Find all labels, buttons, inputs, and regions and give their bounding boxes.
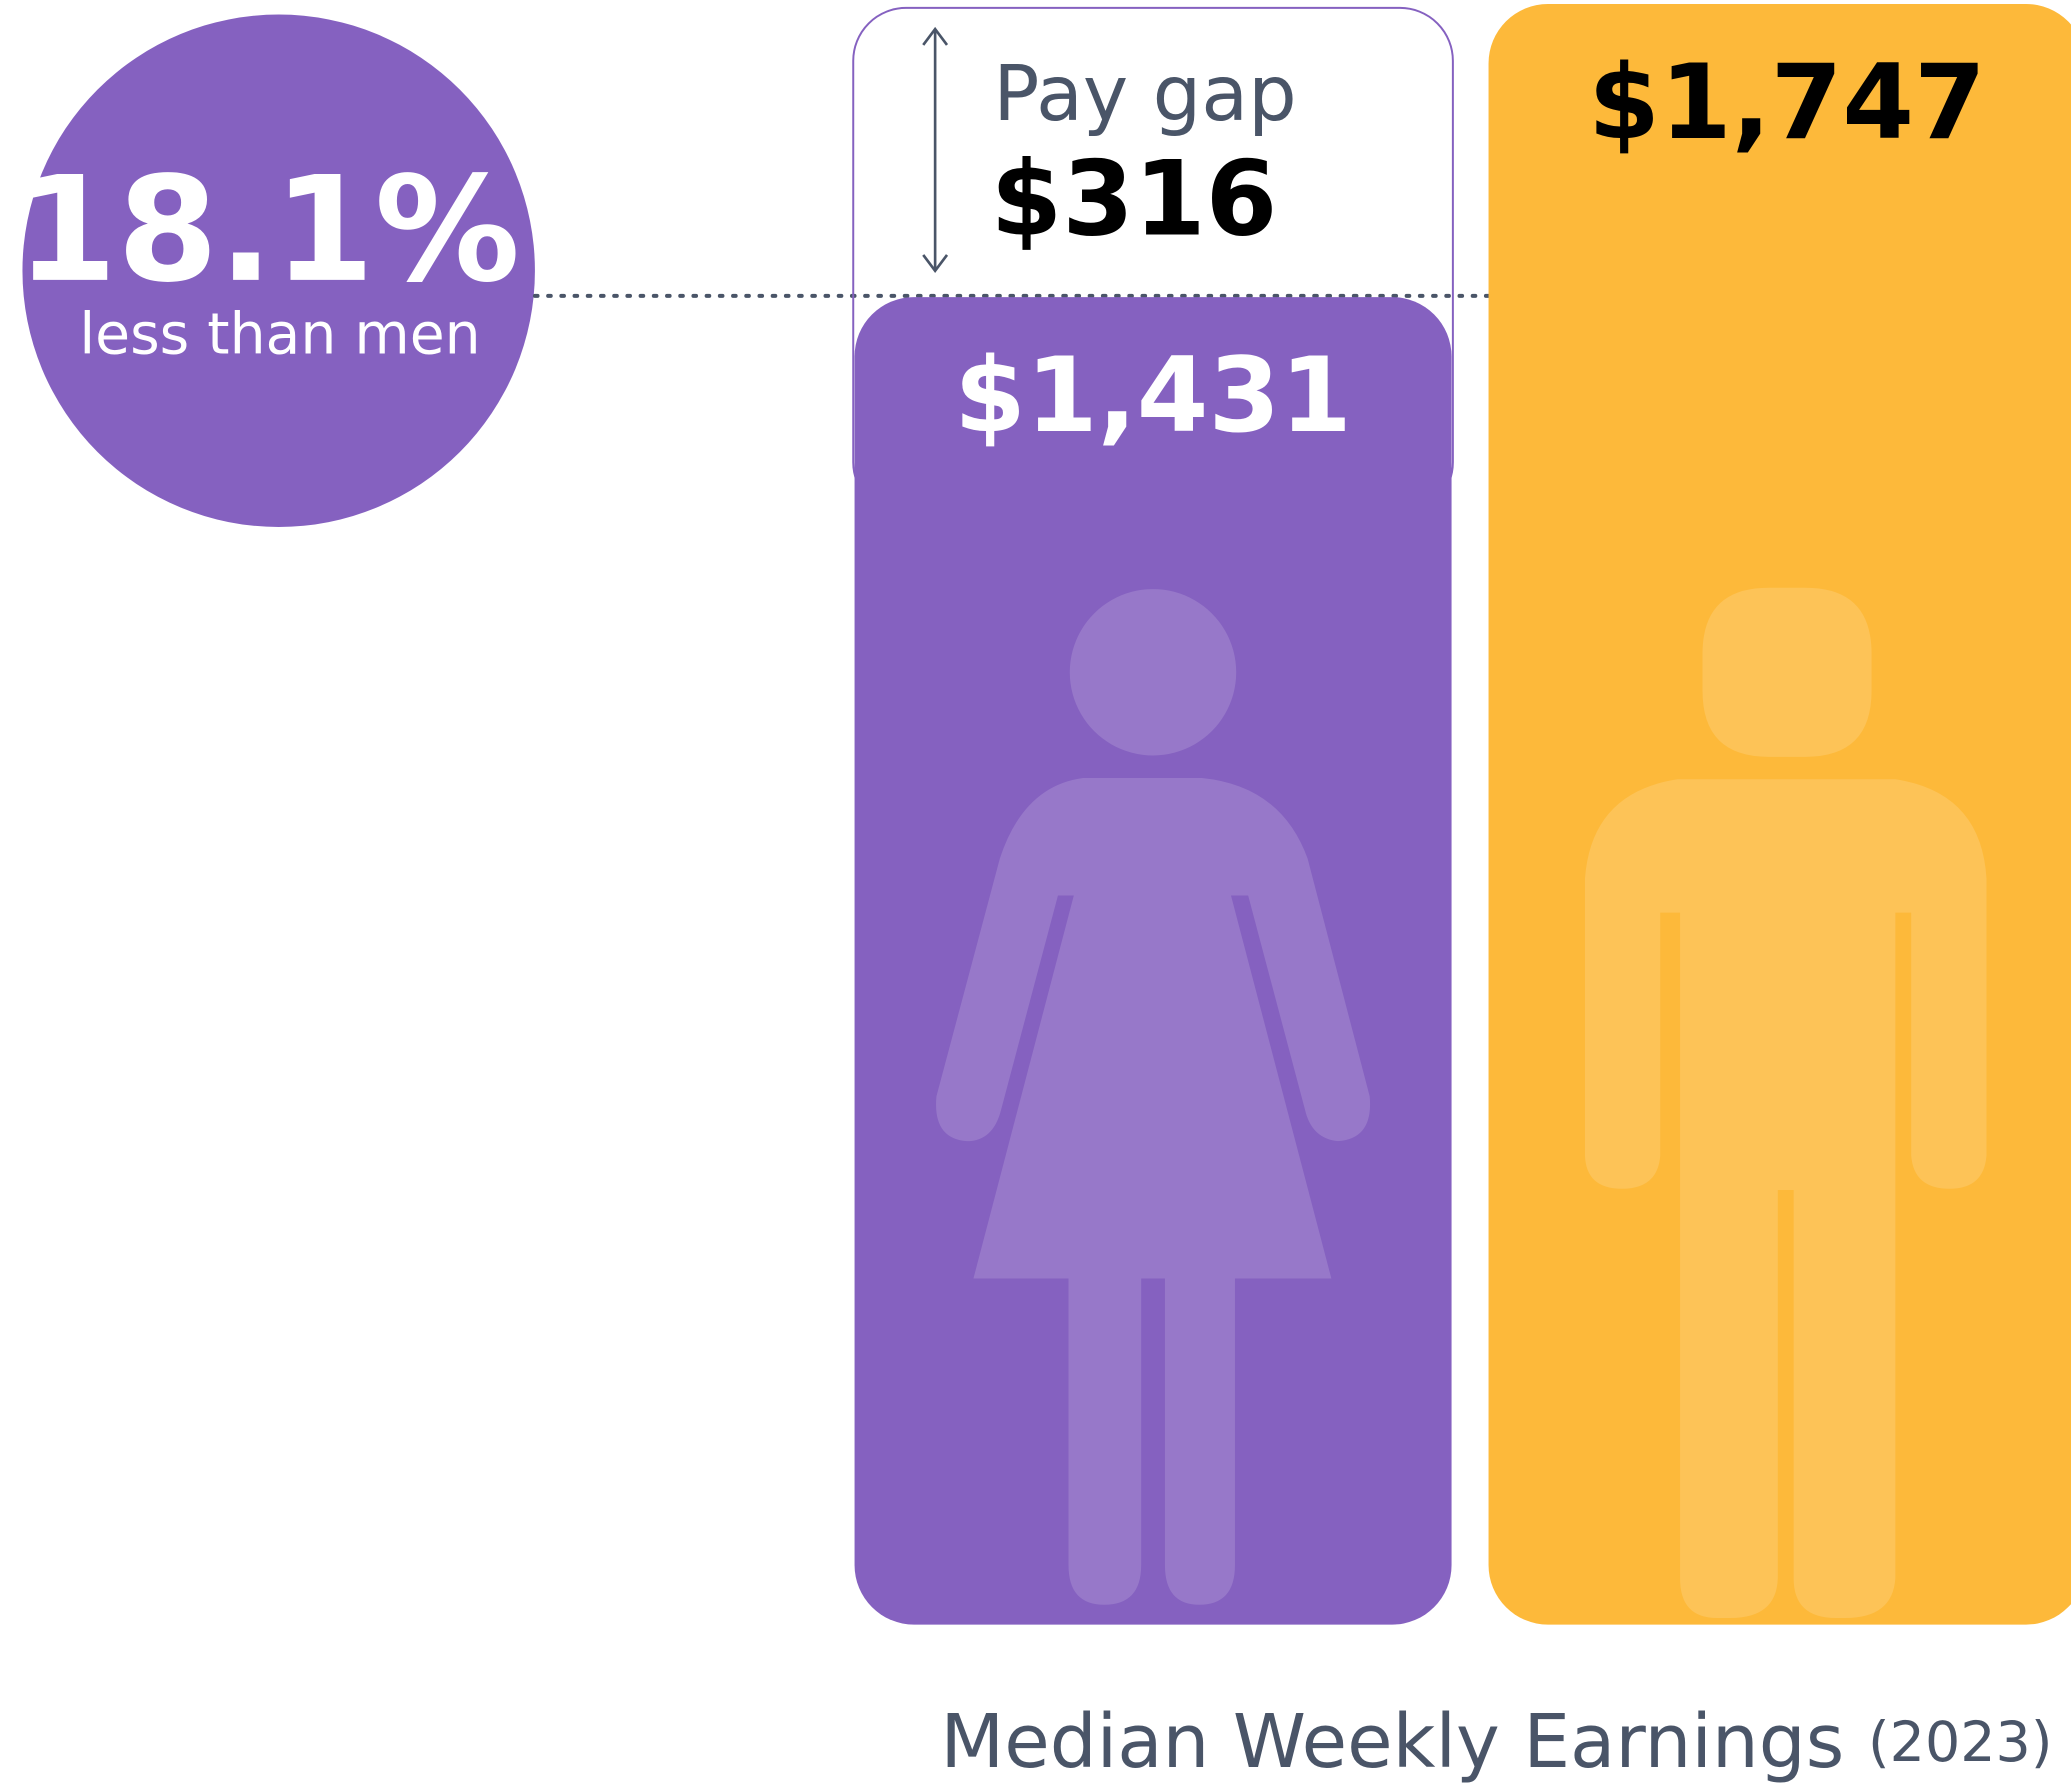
bar [854, 297, 1452, 1625]
chart-body: 18.1% less than men Pay gap $316 Median … [16, 3, 2071, 1785]
subtitle: (2023) [1868, 1711, 2052, 1775]
bar [1488, 3, 2071, 1625]
man-icon [1584, 587, 1987, 1618]
title: Median Weekly Earnings [940, 1699, 1844, 1785]
gap-arrow [922, 26, 949, 273]
percent-badge [22, 14, 535, 527]
gap-label: Pay gap [993, 50, 1297, 139]
woman-icon [936, 589, 1371, 1605]
bar-value-label: $1,431 [954, 336, 1352, 456]
gap-value: $316 [991, 139, 1278, 259]
percent-label: less than men [79, 302, 480, 368]
bars [854, 3, 2071, 1625]
chart-title: Median Weekly Earnings (2023) [940, 1699, 2052, 1785]
bar-value-label: $1,747 [1588, 43, 1986, 163]
percent-value: 18.1% [16, 146, 520, 315]
